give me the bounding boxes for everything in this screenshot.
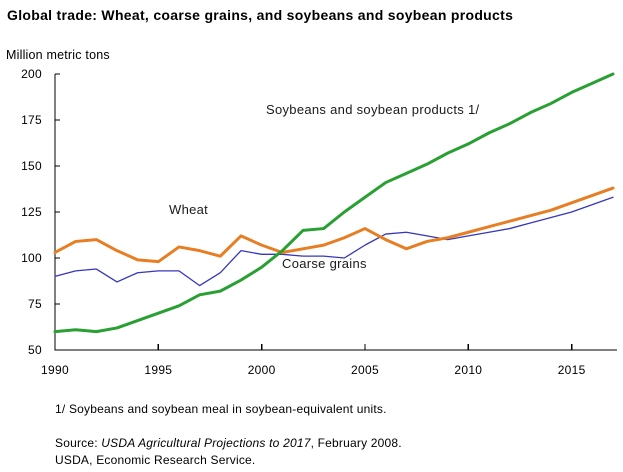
y-tick-label: 125 [21, 205, 42, 219]
y-tick-label: 175 [21, 113, 42, 127]
wheat-line [53, 186, 615, 264]
source-line-2: USDA, Economic Research Service. [55, 453, 256, 467]
x-tick-label: 2000 [248, 363, 276, 377]
source-citation-italic: USDA Agricultural Projections to 2017 [101, 436, 311, 450]
trade-chart-svg: 50 75 100 125 150 175 200 1990 1995 2000 2005 2010 2… [21, 67, 617, 377]
source-prefix: Source: [55, 436, 102, 450]
x-tick-label: 1990 [41, 363, 69, 377]
x-tick-label: 2015 [558, 363, 586, 377]
y-tick-label: 200 [21, 67, 42, 81]
y-tick-label: 150 [21, 159, 42, 173]
x-tick-label: 2005 [351, 363, 379, 377]
soybeans-series-label: Soybeans and soybean products 1/ [266, 102, 480, 117]
coarse-grains-line [54, 196, 614, 287]
chart-title: Global trade: Wheat, coarse grains, and … [7, 7, 514, 23]
x-tick-label: 1995 [144, 363, 172, 377]
y-tick-label: 75 [28, 297, 42, 311]
soybeans-and-soybean-products-1-line [53, 72, 615, 334]
y-axis-unit-label: Million metric tons [6, 48, 110, 62]
y-tick-label: 50 [28, 343, 42, 357]
source-block: Source: USDA Agricultural Projections to… [55, 435, 402, 469]
coarse-grains-series-label: Coarse grains [282, 256, 367, 271]
wheat-series-label: Wheat [169, 202, 209, 217]
source-suffix: , February 2008. [310, 436, 402, 450]
y-tick-label: 100 [21, 251, 42, 265]
x-tick-label: 2010 [454, 363, 482, 377]
footnote-1: 1/ Soybeans and soybean meal in soybean-… [55, 402, 387, 416]
